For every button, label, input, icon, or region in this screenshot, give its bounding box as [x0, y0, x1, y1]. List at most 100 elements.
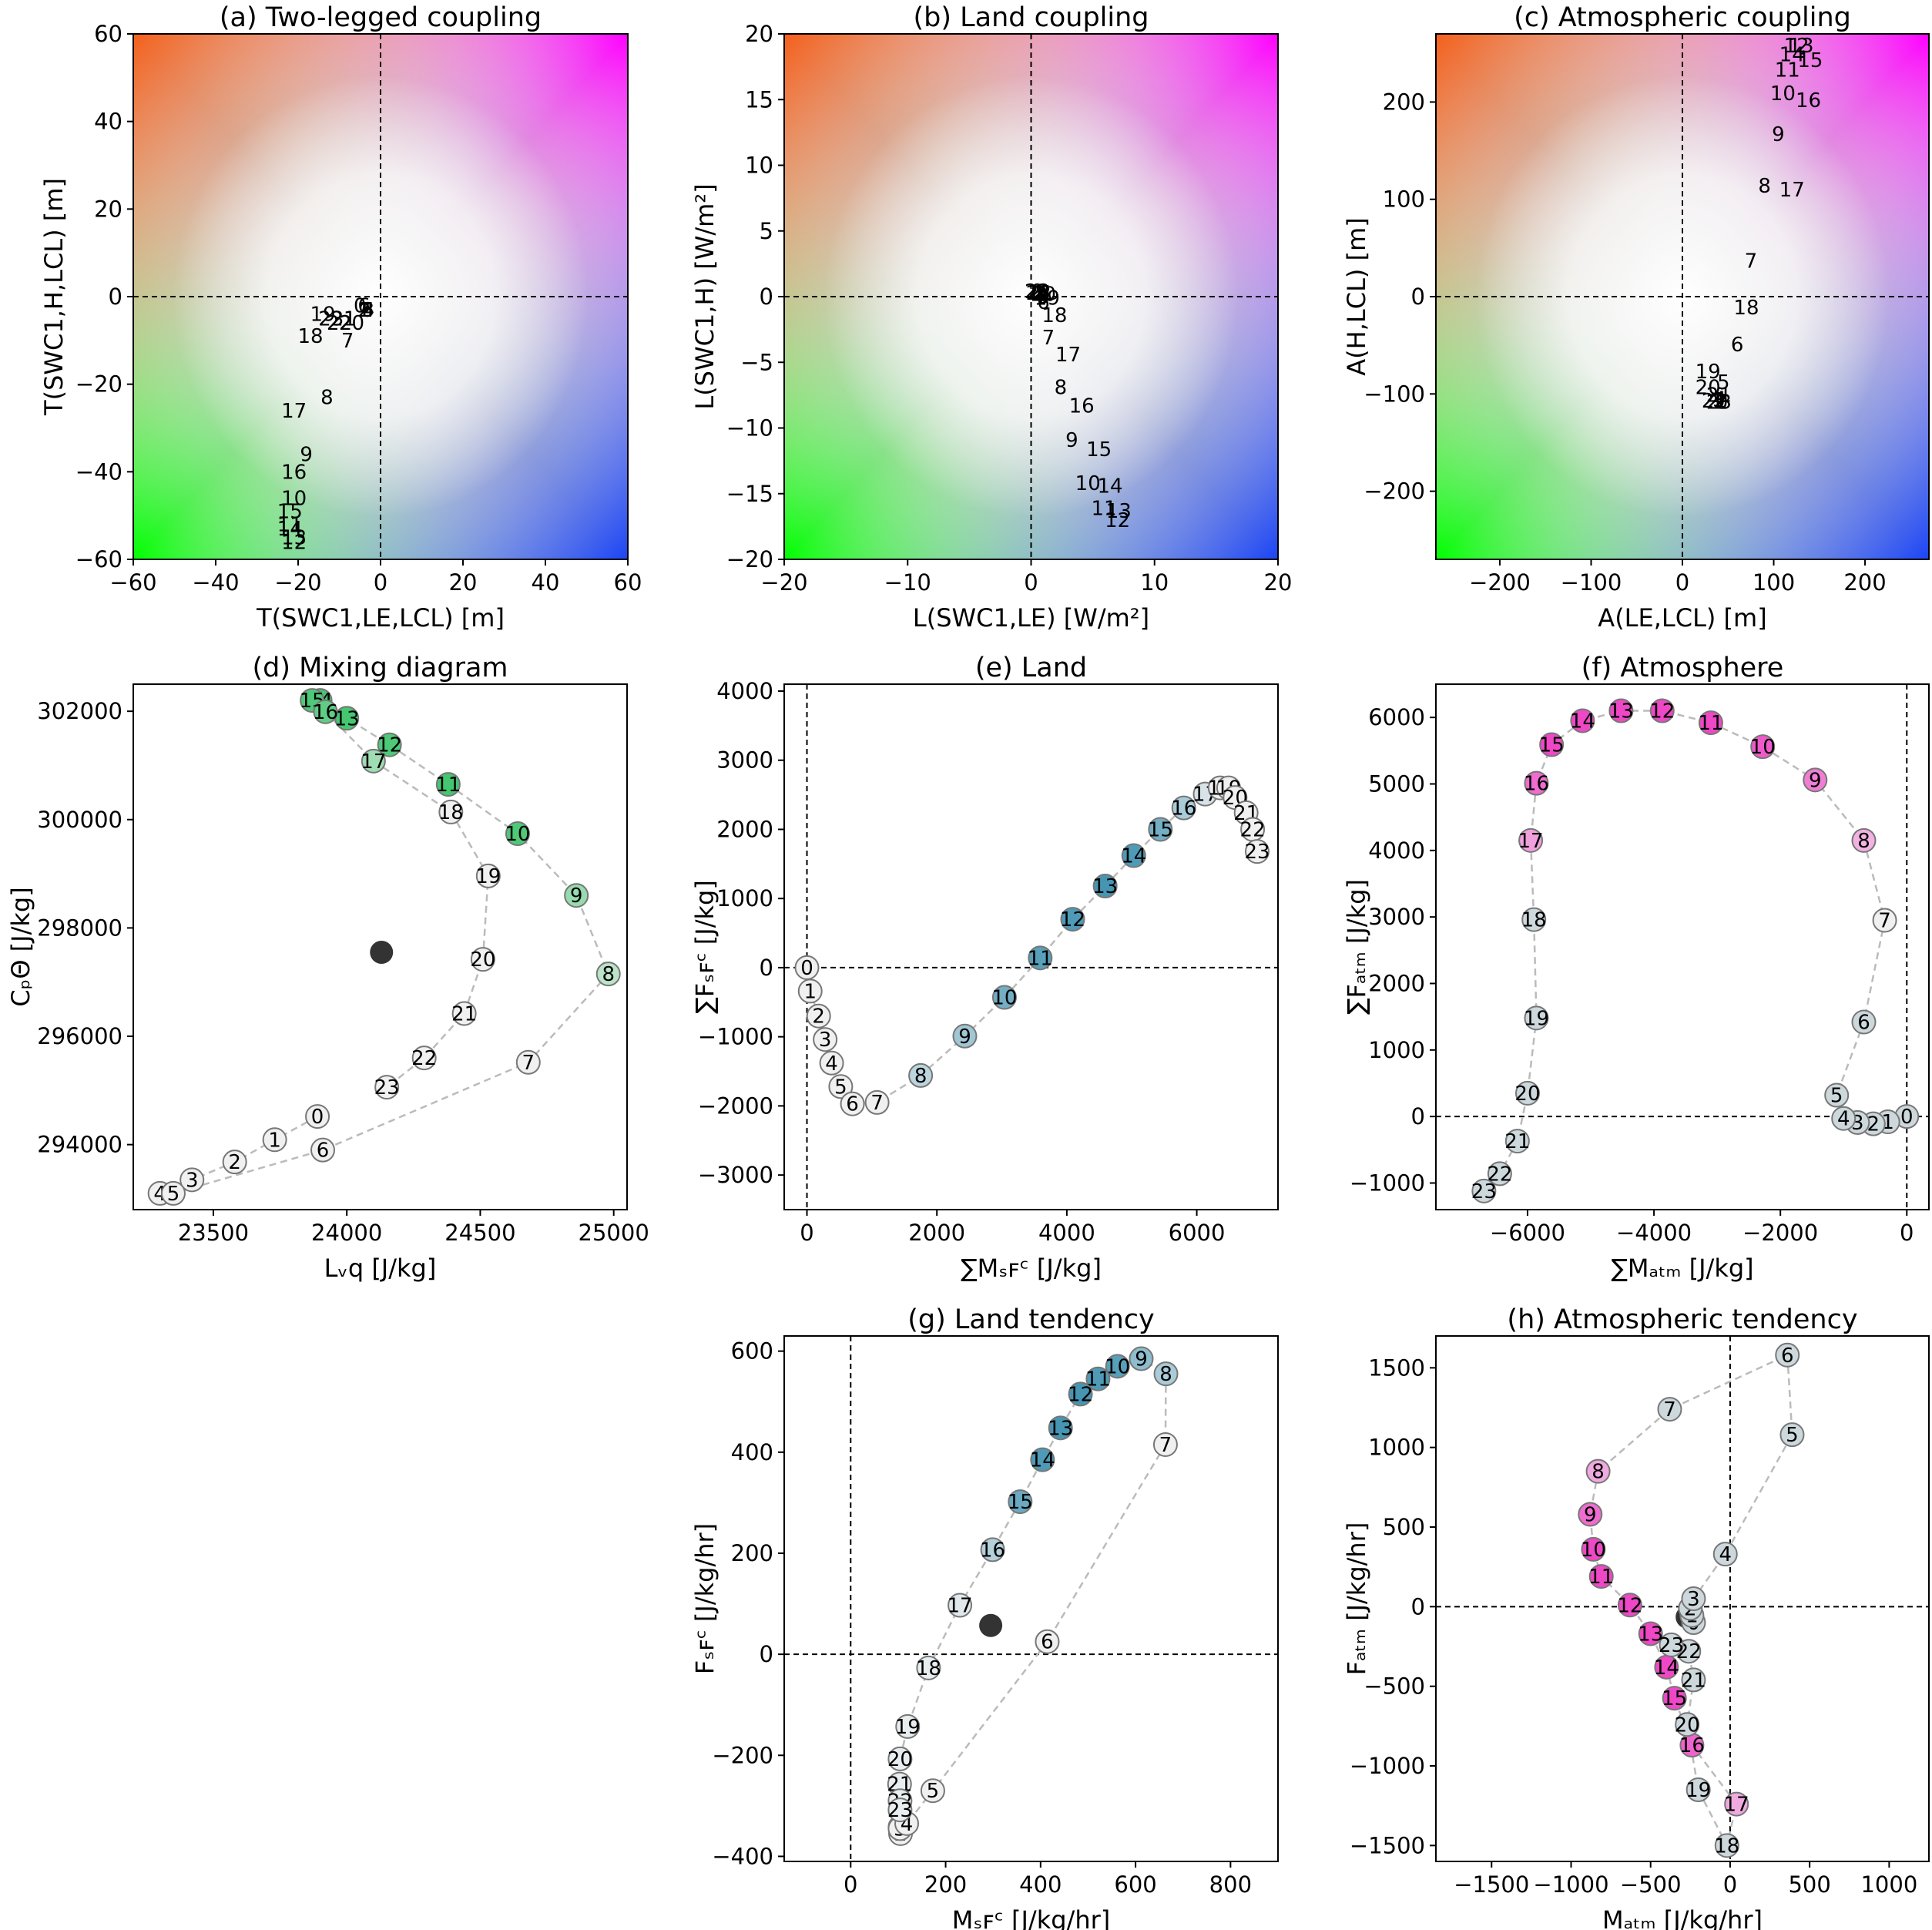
data-point	[952, 1023, 978, 1049]
data-point	[1588, 1564, 1614, 1589]
point-label: 2	[1033, 282, 1046, 305]
data-point	[1657, 1397, 1682, 1422]
data-point	[595, 962, 621, 987]
data-point	[1035, 1629, 1060, 1654]
y-tick-label: −10	[726, 415, 773, 441]
point-label: 1	[357, 299, 371, 322]
point-label: 8	[1159, 1363, 1172, 1386]
data-point	[1698, 710, 1723, 736]
data-point	[1578, 1502, 1603, 1527]
data-point	[305, 1104, 330, 1129]
point-label: 17	[948, 1595, 973, 1618]
y-tick-label: −100	[1363, 381, 1425, 407]
chart-title: (e) Land	[975, 653, 1087, 683]
point-label: 17	[1055, 344, 1081, 367]
data-point	[1121, 843, 1146, 868]
data-point	[840, 1091, 865, 1116]
point-label: 13	[1106, 500, 1132, 523]
point-label: 6	[1037, 291, 1050, 314]
x-tick-label: 2000	[908, 1220, 965, 1246]
x-tick-label: 600	[1114, 1871, 1156, 1898]
axes-frame	[1435, 683, 1930, 1210]
y-tick-label: −5	[740, 349, 773, 375]
data-point	[179, 1167, 205, 1193]
y-tick-label: −1000	[1350, 1753, 1425, 1779]
data-point	[1608, 698, 1634, 723]
x-tick-label: −20	[760, 569, 807, 596]
y-tick-label: 200	[731, 1540, 773, 1566]
series-path	[898, 1358, 1167, 1834]
data-point	[1714, 1833, 1739, 1858]
data-point	[1153, 1361, 1179, 1387]
y-tick-label: −1500	[1350, 1832, 1425, 1858]
point-label: 15	[1539, 734, 1565, 757]
point-label: 23	[1471, 1180, 1497, 1203]
point-label: 6	[1781, 1344, 1794, 1368]
data-point	[1092, 874, 1118, 899]
point-label: 4	[825, 1052, 838, 1076]
point-label: 4	[1713, 388, 1726, 411]
point-label: 5	[1786, 1424, 1799, 1447]
point-label: 20	[470, 948, 495, 972]
x-tick-label: 4000	[1038, 1220, 1095, 1246]
point-label: 13	[1638, 1623, 1663, 1646]
point-label: 5	[1717, 371, 1730, 394]
point-label: 18	[1733, 297, 1759, 320]
data-point	[1524, 1005, 1549, 1031]
data-point	[980, 1537, 1005, 1562]
data-point	[1008, 1489, 1033, 1515]
chart-title: (f) Atmosphere	[1581, 653, 1784, 683]
point-label: 21	[451, 1002, 477, 1025]
x-tick-label: 200	[924, 1871, 967, 1898]
point-label: 9	[1809, 769, 1822, 792]
point-label: 22	[327, 312, 352, 335]
point-label: 6	[357, 294, 371, 317]
point-label: 17	[281, 400, 307, 423]
point-label: 8	[1592, 1461, 1605, 1484]
x-tick-label: 1000	[1860, 1871, 1917, 1898]
x-tick-label: 100	[1753, 569, 1795, 596]
x-tick-label: −100	[1561, 569, 1622, 596]
point-label: 3	[186, 1169, 199, 1192]
point-label: 16	[980, 1539, 1005, 1562]
data-point	[1570, 708, 1595, 733]
point-label: 6	[1041, 1631, 1054, 1654]
y-tick-label: 10	[745, 153, 773, 179]
data-point	[916, 1655, 941, 1680]
point-label: 12	[1068, 1383, 1093, 1406]
data-point	[1030, 1447, 1055, 1472]
y-tick-label: 1000	[1368, 1037, 1425, 1063]
data-point	[222, 1150, 247, 1175]
point-label: 5	[362, 299, 375, 322]
point-label: 17	[1779, 179, 1805, 202]
data-point	[1685, 1777, 1711, 1802]
point-label: 11	[1028, 947, 1053, 970]
point-label: 16	[313, 701, 338, 724]
data-point	[515, 1049, 541, 1075]
y-axis-label: CₚΘ [J/kg]	[6, 887, 35, 1006]
point-label: 5	[167, 1183, 180, 1206]
y-axis-label: Fₛꜰᶜ [J/kg/hr]	[690, 1523, 719, 1674]
chart-title: (g) Land tendency	[907, 1304, 1154, 1335]
y-tick-label: −15	[726, 481, 773, 507]
data-point	[1617, 1593, 1642, 1618]
x-tick-label: 20	[449, 569, 478, 596]
data-point	[1048, 1415, 1073, 1441]
y-tick-label: 0	[109, 284, 122, 310]
y-tick-label: −3000	[698, 1162, 773, 1188]
point-label: 22	[1026, 282, 1052, 305]
x-tick-label: −1500	[1454, 1871, 1529, 1898]
x-tick-label: 0	[1675, 569, 1689, 596]
y-tick-label: 60	[94, 21, 122, 47]
point-label: 0	[1900, 1106, 1914, 1129]
data-point	[864, 1089, 890, 1115]
y-axis-label: L(SWC1,H) [W/m²]	[690, 183, 719, 409]
point-label: 5	[1037, 286, 1050, 309]
data-point	[435, 772, 461, 797]
x-tick-label: −200	[1469, 569, 1531, 596]
data-point	[1539, 732, 1565, 757]
point-label: 14	[1121, 845, 1146, 868]
